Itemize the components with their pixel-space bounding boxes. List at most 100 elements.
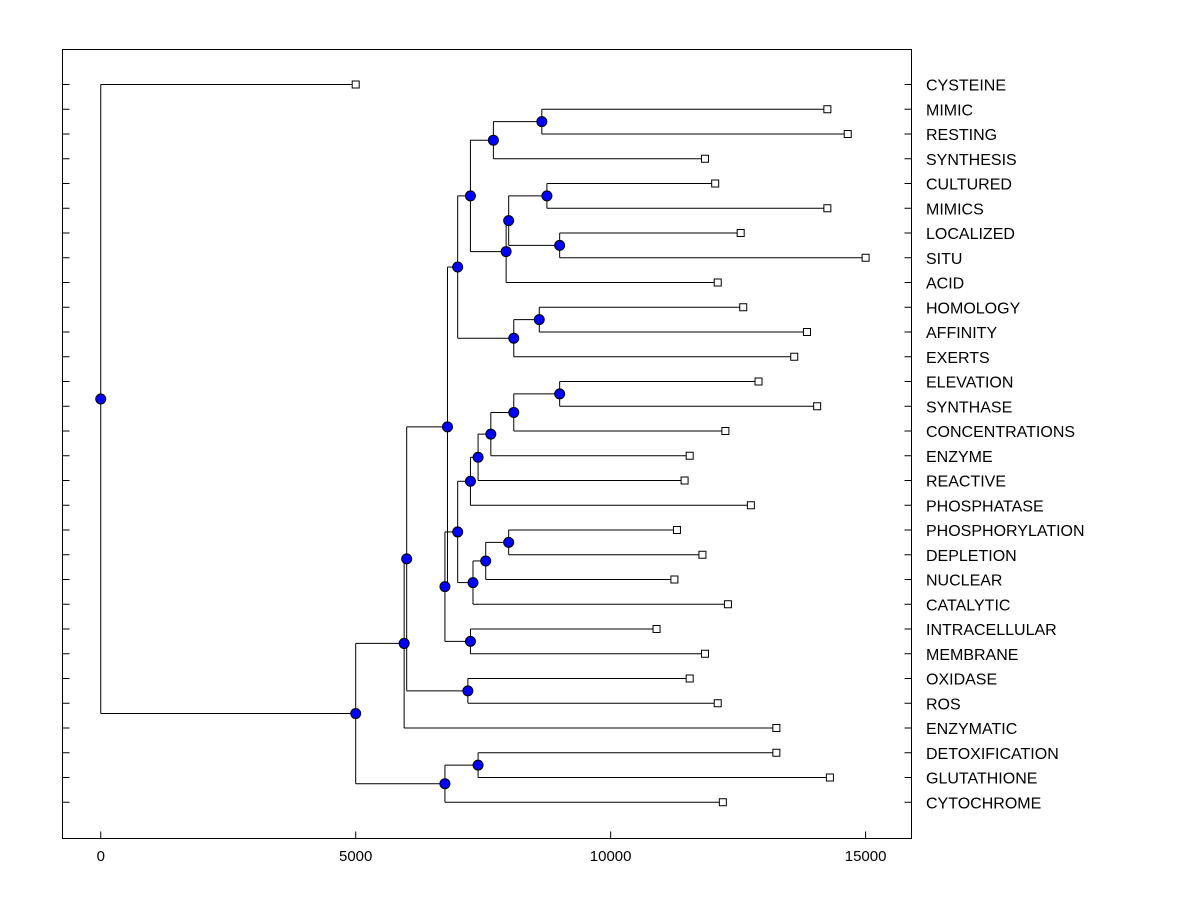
merge-node: [350, 708, 362, 720]
leaf-label: ELEVATION: [926, 375, 1013, 392]
merge-node: [508, 332, 520, 344]
leaf-marker: [711, 179, 720, 188]
leaf-label: CYTOCHROME: [926, 795, 1041, 812]
leaf-marker: [685, 451, 694, 460]
merge-node-markers: [95, 116, 566, 790]
merge-node: [533, 314, 545, 326]
leaf-label: SYNTHASE: [926, 399, 1012, 416]
leaf-label: PHOSPHATASE: [926, 498, 1044, 515]
leaf-label: ROS: [926, 696, 961, 713]
leaf-marker: [721, 427, 730, 435]
leaf-marker: [861, 253, 870, 262]
merge-node: [439, 778, 451, 790]
leaf-label: PHOSPHORYLATION: [926, 523, 1085, 540]
merge-node: [462, 685, 474, 697]
y-axis-ticks-right: [904, 84, 912, 803]
leaf-label: ENZYME: [926, 449, 993, 466]
merge-node: [464, 190, 476, 202]
leaf-label: SITU: [926, 251, 962, 268]
leaf-label: MIMICS: [926, 201, 984, 218]
x-tick-label: 5000: [339, 848, 372, 865]
leaf-marker: [736, 229, 745, 237]
merge-node: [487, 134, 499, 146]
merge-node: [464, 635, 476, 647]
merge-node: [485, 428, 497, 440]
leaf-marker: [772, 724, 781, 732]
leaf-marker: [672, 526, 681, 534]
branch-lines: [100, 84, 866, 803]
leaf-marker: [802, 328, 811, 336]
merge-node: [439, 581, 451, 593]
leaf-label: SYNTHESIS: [926, 152, 1017, 169]
leaf-marker: [825, 773, 834, 782]
leaf-label: REACTIVE: [926, 474, 1006, 491]
leaf-label: DEPLETION: [926, 548, 1017, 565]
leaf-marker: [685, 674, 694, 683]
leaf-marker: [772, 748, 781, 757]
leaf-label: MIMIC: [926, 102, 973, 119]
leaf-marker: [823, 105, 832, 114]
leaf-label: CONCENTRATIONS: [926, 424, 1075, 441]
y-axis-ticks: [62, 84, 70, 803]
leaf-marker: [718, 798, 727, 807]
merge-node: [480, 555, 492, 567]
merge-node: [472, 759, 484, 771]
merge-node: [503, 215, 515, 227]
leaf-label: ACID: [926, 276, 964, 293]
leaf-label: RESTING: [926, 127, 997, 144]
merge-node: [464, 475, 476, 487]
leaf-marker: [351, 80, 360, 89]
merge-node: [536, 116, 548, 128]
leaf-label: LOCALIZED: [926, 226, 1015, 243]
merge-node: [452, 526, 464, 538]
leaf-marker: [746, 501, 755, 510]
leaf-label: ENZYMATIC: [926, 721, 1017, 738]
merge-node: [508, 406, 520, 418]
leaf-marker: [652, 625, 661, 633]
x-axis: 0 5000 10000 15000: [97, 831, 887, 865]
merge-node: [472, 451, 484, 463]
x-tick-label: 0: [97, 848, 105, 865]
leaf-label: EXERTS: [926, 350, 990, 367]
leaf-marker: [670, 575, 679, 584]
merge-node: [398, 637, 410, 649]
merge-node: [95, 393, 107, 405]
leaf-marker: [790, 352, 799, 361]
x-tick-label: 15000: [845, 848, 887, 865]
merge-node: [500, 246, 512, 258]
merge-node: [441, 421, 453, 433]
leaf-label: MEMBRANE: [926, 647, 1018, 664]
leaf-label: AFFINITY: [926, 325, 997, 342]
leaf-label: OXIDASE: [926, 672, 997, 689]
x-tick-label: 10000: [590, 848, 632, 865]
merge-node: [554, 239, 566, 251]
leaf-label: CATALYTIC: [926, 597, 1010, 614]
leaf-marker: [713, 278, 722, 287]
merge-node: [467, 577, 479, 589]
leaf-label: INTRACELLULAR: [926, 622, 1057, 639]
leaf-label: CULTURED: [926, 177, 1012, 194]
leaf-marker: [713, 699, 722, 708]
leaf-marker: [739, 303, 748, 312]
leaf-marker: [813, 402, 822, 411]
merge-node: [503, 536, 515, 548]
leaf-marker: [754, 377, 763, 386]
plot-frame: [62, 49, 912, 839]
leaf-markers: [351, 80, 870, 807]
leaf-label: HOMOLOGY: [926, 300, 1021, 317]
leaf-marker: [723, 600, 732, 609]
merge-node: [401, 553, 413, 565]
merge-node: [554, 388, 566, 400]
leaf-marker: [698, 550, 707, 559]
leaf-label: NUCLEAR: [926, 573, 1002, 590]
leaf-marker: [823, 204, 832, 213]
leaf-label: GLUTATHIONE: [926, 771, 1037, 788]
leaf-marker: [843, 130, 852, 138]
leaf-label: DETOXIFICATION: [926, 746, 1059, 763]
leaf-label: CYSTEINE: [926, 78, 1006, 95]
merge-node: [452, 261, 464, 273]
leaf-marker: [700, 649, 709, 658]
leaf-marker: [680, 476, 689, 485]
merge-node: [541, 190, 553, 202]
